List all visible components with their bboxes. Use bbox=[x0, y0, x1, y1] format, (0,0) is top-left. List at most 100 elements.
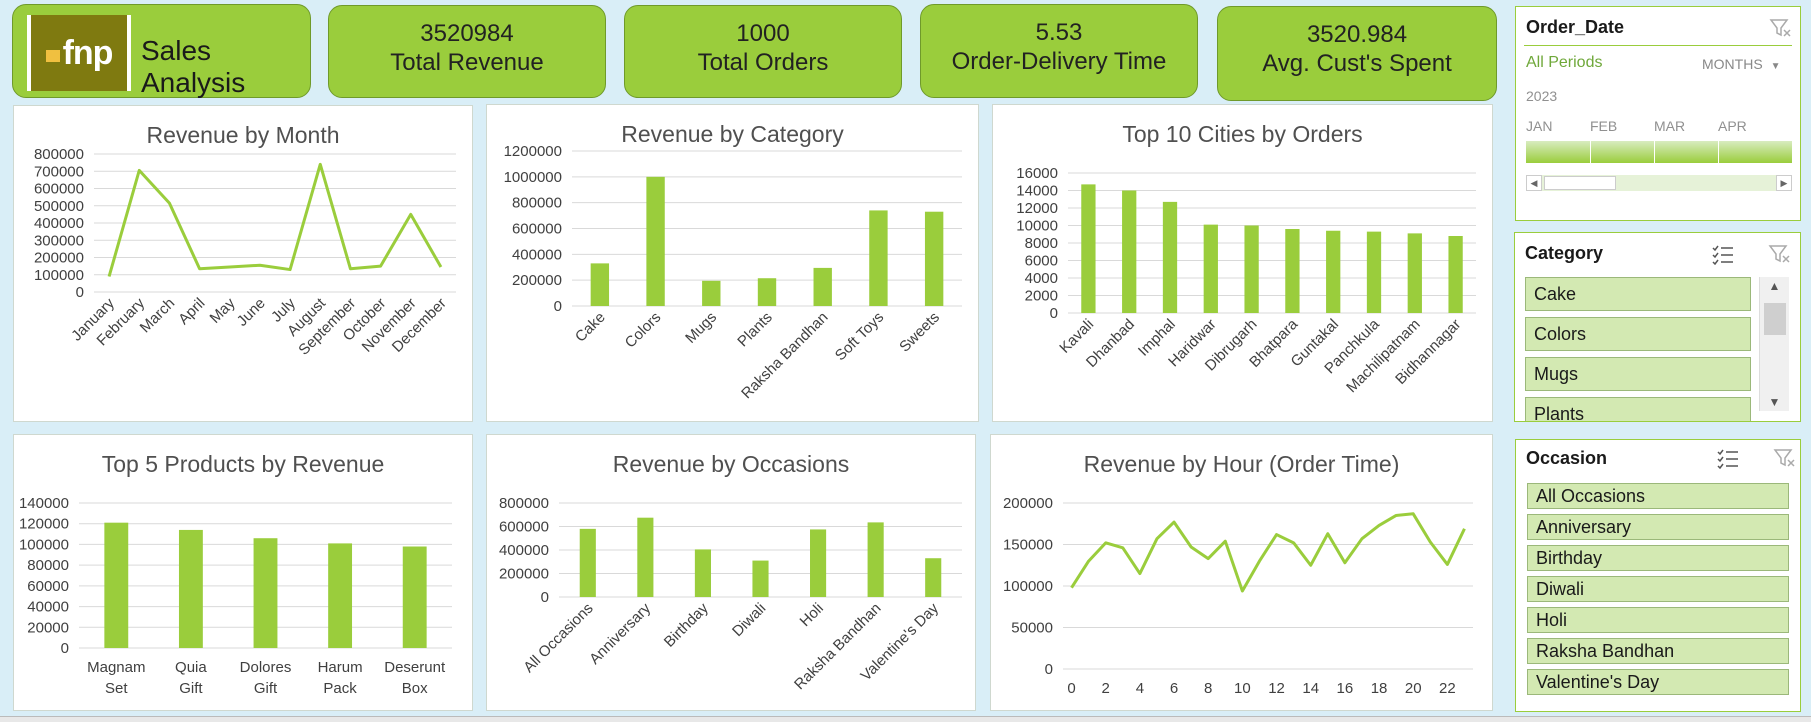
x-tick-label: Gift bbox=[179, 680, 203, 697]
slicer-item-colors[interactable]: Colors bbox=[1525, 317, 1751, 351]
chart-title: Top 5 Products by Revenue bbox=[101, 451, 385, 477]
x-tick-label: Diwali bbox=[729, 600, 769, 640]
slicer-item-anniversary[interactable]: Anniversary bbox=[1527, 514, 1789, 540]
x-tick-label: 16 bbox=[1337, 680, 1354, 697]
y-tick-label: 100000 bbox=[34, 267, 84, 284]
slicer-item-mugs[interactable]: Mugs bbox=[1525, 357, 1751, 391]
bar bbox=[869, 210, 888, 306]
x-tick-label: Set bbox=[105, 680, 128, 697]
clear-filter-icon[interactable] bbox=[1772, 447, 1796, 469]
x-tick-label: 18 bbox=[1371, 680, 1388, 697]
y-tick-label: 100000 bbox=[19, 536, 69, 553]
bar-chart: 0 20000 40000 60000 80000 100000 120000 140000 M… bbox=[19, 495, 452, 697]
x-tick-label: 22 bbox=[1439, 680, 1456, 697]
y-tick-label: 400000 bbox=[499, 542, 549, 559]
scroll-thumb[interactable] bbox=[1764, 303, 1786, 335]
y-tick-label: 0 bbox=[541, 589, 549, 606]
kpi-label: Order-Delivery Time bbox=[951, 48, 1167, 75]
multi-select-icon[interactable] bbox=[1716, 447, 1740, 469]
kpi-value: 1000 bbox=[736, 20, 790, 47]
x-tick-label: Plants bbox=[734, 309, 776, 351]
bar bbox=[1081, 184, 1096, 313]
multi-select-icon[interactable] bbox=[1711, 243, 1735, 265]
x-tick-label: Box bbox=[402, 680, 428, 697]
y-tick-label: 8000 bbox=[1025, 235, 1058, 252]
bar-chart: 0 200000 400000 600000 800000 1000000 1200000 C… bbox=[504, 143, 962, 402]
bar bbox=[646, 176, 665, 306]
chart-top-cities[interactable]: Top 10 Cities by Orders 0 2000 4000 6000 800… bbox=[992, 104, 1493, 422]
bar bbox=[924, 211, 944, 306]
kpi-avg-customer-spent: 3520.984 Avg. Cust's Spent bbox=[1217, 6, 1497, 101]
timeline-scrollbar[interactable]: ◀ ▶ bbox=[1526, 175, 1792, 191]
slicer-item-valentines-day[interactable]: Valentine's Day bbox=[1527, 669, 1789, 695]
month-label: FEB bbox=[1590, 118, 1618, 134]
chart-top-products[interactable]: Top 5 Products by Revenue 0 20000 40000 600… bbox=[13, 434, 473, 711]
scroll-left-icon[interactable]: ◀ bbox=[1526, 175, 1542, 191]
scroll-thumb[interactable] bbox=[1544, 176, 1616, 190]
bar bbox=[1162, 201, 1178, 313]
y-tick-label: 800000 bbox=[34, 146, 84, 163]
kpi-order-delivery-time: 5.53 Order-Delivery Time bbox=[920, 4, 1198, 98]
slicer-category[interactable]: Category Cake Colors Mugs Plants ▲ ▼ bbox=[1514, 232, 1801, 422]
x-tick-label: Quia bbox=[175, 659, 207, 676]
year-label: 2023 bbox=[1526, 88, 1558, 104]
kpi-label: Avg. Cust's Spent bbox=[1262, 50, 1452, 77]
y-tick-label: 800000 bbox=[499, 495, 549, 512]
x-tick-label: Dolores bbox=[240, 659, 292, 676]
chart-revenue-by-occasions[interactable]: Revenue by Occasions 0 200000 400000 600000… bbox=[486, 434, 976, 711]
y-tick-label: 200000 bbox=[512, 272, 562, 289]
slicer-item-raksha-bandhan[interactable]: Raksha Bandhan bbox=[1527, 638, 1789, 664]
slicer-order-date[interactable]: Order_Date All Periods MONTHS ▼ 2023 JAN… bbox=[1515, 6, 1801, 221]
y-tick-label: 200000 bbox=[1003, 495, 1053, 512]
logo-card: fnp Sales Analysis bbox=[12, 4, 311, 98]
x-tick-label: Magnam bbox=[87, 659, 145, 676]
kpi-value: 3520.984 bbox=[1306, 21, 1408, 48]
slicer-item-birthday[interactable]: Birthday bbox=[1527, 545, 1789, 571]
slicer-item-plants[interactable]: Plants bbox=[1525, 397, 1751, 421]
chart-revenue-by-category[interactable]: Revenue by Category 0 200000 400000 600000 8… bbox=[486, 104, 979, 422]
slicer-item-diwali[interactable]: Diwali bbox=[1527, 576, 1789, 602]
scroll-up-icon[interactable]: ▲ bbox=[1768, 279, 1781, 293]
y-tick-label: 120000 bbox=[19, 516, 69, 533]
y-tick-label: 300000 bbox=[34, 232, 84, 249]
clear-filter-icon[interactable] bbox=[1767, 243, 1791, 265]
slicer-item-all-occasions[interactable]: All Occasions bbox=[1527, 483, 1789, 509]
slicer-scrollbar[interactable]: ▲ ▼ bbox=[1759, 277, 1789, 411]
fnp-logo: fnp bbox=[27, 15, 131, 91]
month-label: JAN bbox=[1526, 118, 1553, 134]
x-tick-label: Gift bbox=[254, 680, 278, 697]
y-tick-label: 150000 bbox=[1003, 537, 1053, 554]
bar-chart: 0 200000 400000 600000 800000 All OccasionsAn… bbox=[499, 495, 962, 693]
chart-revenue-by-hour[interactable]: Revenue by Hour (Order Time) 0 50000 10000… bbox=[990, 434, 1493, 711]
bar bbox=[178, 529, 203, 648]
x-tick-label: 4 bbox=[1136, 680, 1144, 697]
y-tick-label: 140000 bbox=[19, 495, 69, 512]
y-tick-label: 20000 bbox=[27, 619, 69, 636]
chart-revenue-by-month[interactable]: Revenue by Month 0 100000 200000 300000 4000… bbox=[13, 105, 473, 422]
slicer-item-holi[interactable]: Holi bbox=[1527, 607, 1789, 633]
bar bbox=[1326, 230, 1341, 313]
x-tick-label: Anniversary bbox=[586, 599, 654, 667]
y-tick-label: 100000 bbox=[1003, 578, 1053, 595]
time-level-value: MONTHS bbox=[1702, 56, 1763, 72]
x-tick-label: 6 bbox=[1170, 680, 1178, 697]
bar bbox=[810, 529, 827, 597]
time-level-dropdown[interactable]: MONTHS ▼ bbox=[1702, 56, 1780, 72]
slicer-occasion[interactable]: Occasion All Occasions Anniversary Birth… bbox=[1515, 439, 1801, 712]
bar bbox=[1448, 236, 1463, 313]
sheet-tab-strip[interactable] bbox=[0, 716, 1811, 722]
clear-filter-icon[interactable] bbox=[1768, 17, 1792, 39]
x-tick-label: May bbox=[207, 294, 239, 326]
y-tick-label: 0 bbox=[61, 640, 69, 657]
x-tick-label: Mugs bbox=[682, 309, 720, 347]
y-tick-label: 2000 bbox=[1025, 288, 1058, 305]
scroll-right-icon[interactable]: ▶ bbox=[1776, 175, 1792, 191]
scroll-down-icon[interactable]: ▼ bbox=[1768, 395, 1781, 409]
kpi-total-revenue: 3520984 Total Revenue bbox=[328, 5, 606, 98]
dashboard-title: Sales Analysis bbox=[141, 35, 246, 98]
bar bbox=[253, 538, 278, 648]
slicer-item-cake[interactable]: Cake bbox=[1525, 277, 1751, 311]
bar bbox=[1122, 190, 1137, 313]
kpi-value: 5.53 bbox=[1035, 19, 1083, 46]
timeline-bar[interactable] bbox=[1526, 141, 1792, 163]
